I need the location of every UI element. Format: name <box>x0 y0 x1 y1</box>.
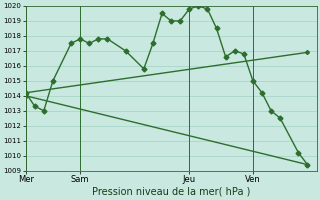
X-axis label: Pression niveau de la mer( hPa ): Pression niveau de la mer( hPa ) <box>92 187 250 197</box>
